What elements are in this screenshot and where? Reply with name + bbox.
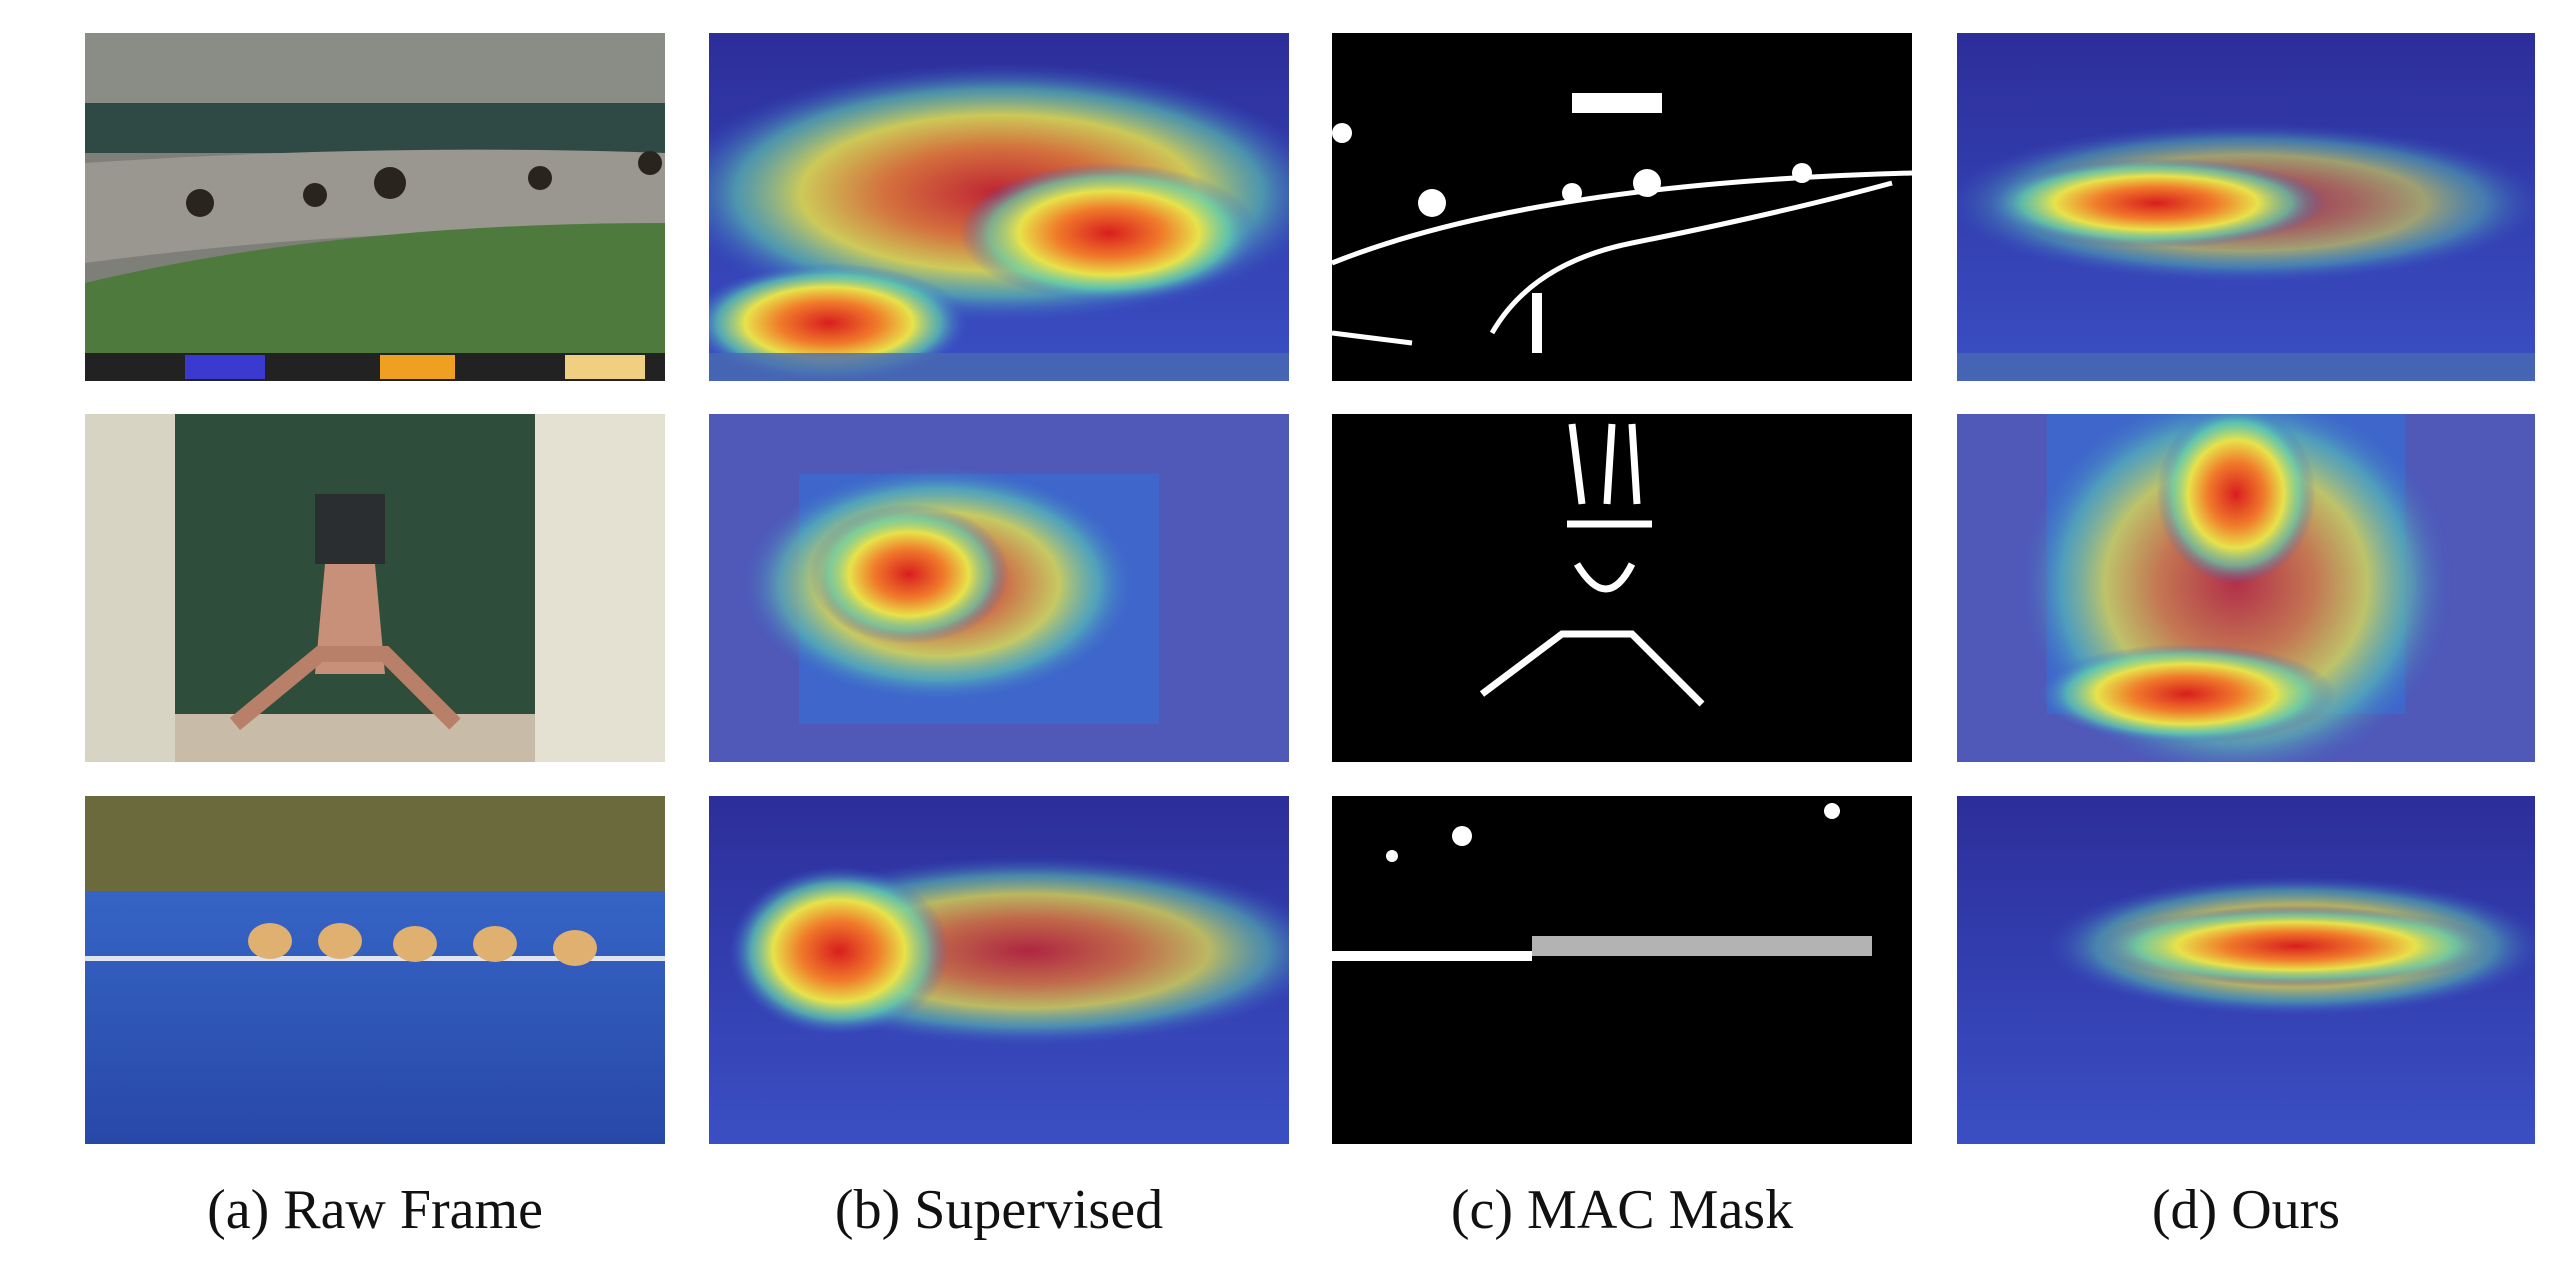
caption: (c) MAC Mask <box>1451 1179 1793 1241</box>
heatmap-ours-rowing <box>1957 796 2545 1144</box>
heatmap-ours-handstand <box>1957 384 2535 784</box>
raw-frame-race <box>85 33 665 381</box>
figure: (a) Raw Frame (b) Supervised (c) MAC Mas… <box>0 0 2563 1264</box>
caption: (a) Raw Frame <box>207 1179 543 1241</box>
heatmap-supervised-race <box>669 33 1329 383</box>
mac-mask-race <box>1332 33 1912 381</box>
heatmap-ours-race <box>1947 33 2545 381</box>
heatmap-supervised-handstand <box>709 414 1289 762</box>
heatmap-supervised-rowing <box>709 796 1329 1144</box>
page: {"figure": {"captions": ["(a) Raw Frame"… <box>0 0 2563 1264</box>
raw-frame-rowing <box>85 796 665 1144</box>
caption: (d) Ours <box>2152 1179 2340 1241</box>
mac-mask-rowing <box>1332 796 1912 1144</box>
raw-frame-handstand <box>85 414 665 762</box>
caption: (b) Supervised <box>835 1179 1163 1241</box>
mac-mask-handstand <box>1332 414 1912 762</box>
